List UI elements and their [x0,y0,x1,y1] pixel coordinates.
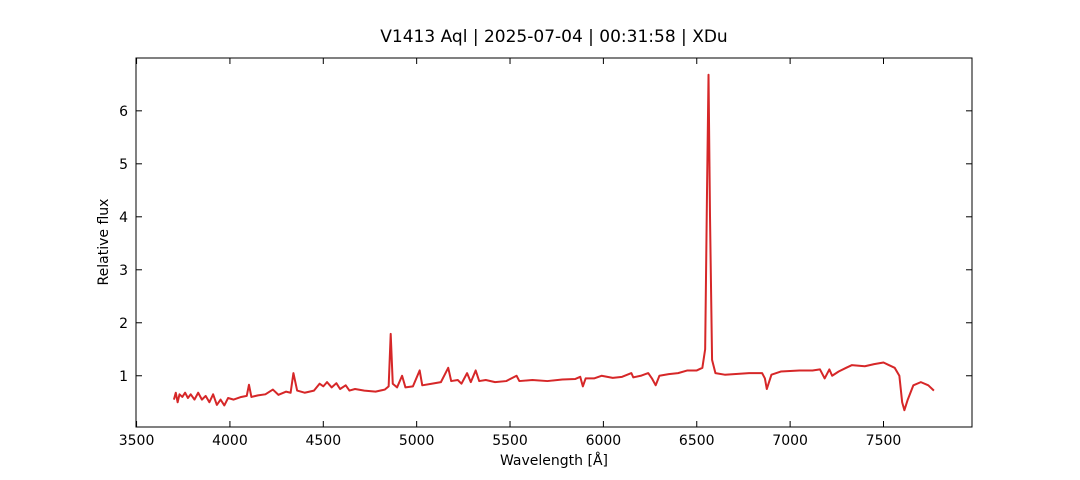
y-tick-label: 4 [119,210,128,226]
y-tick-label: 3 [119,263,128,279]
x-tick-label: 4000 [212,433,248,449]
x-tick-label: 3500 [119,433,155,449]
x-tick-label: 6000 [586,433,622,449]
x-tick-label: 6500 [679,433,715,449]
y-tick-label: 2 [119,316,128,332]
x-tick-label: 5000 [399,433,435,449]
x-tick-label: 5500 [492,433,528,449]
chart-title: V1413 Aql | 2025-07-04 | 00:31:58 | XDu [380,27,727,47]
y-axis-label: Relative flux [96,199,112,286]
y-tick-label: 1 [119,369,128,385]
spectrum-line [172,73,935,412]
x-axis-label: Wavelength [Å] [500,452,608,469]
x-tick-label: 7500 [866,433,902,449]
y-tick-label: 6 [119,104,128,120]
plot-frame [135,57,973,428]
x-tick-label: 7000 [772,433,808,449]
y-tick-label: 5 [119,157,128,173]
x-tick-label: 4500 [305,433,341,449]
